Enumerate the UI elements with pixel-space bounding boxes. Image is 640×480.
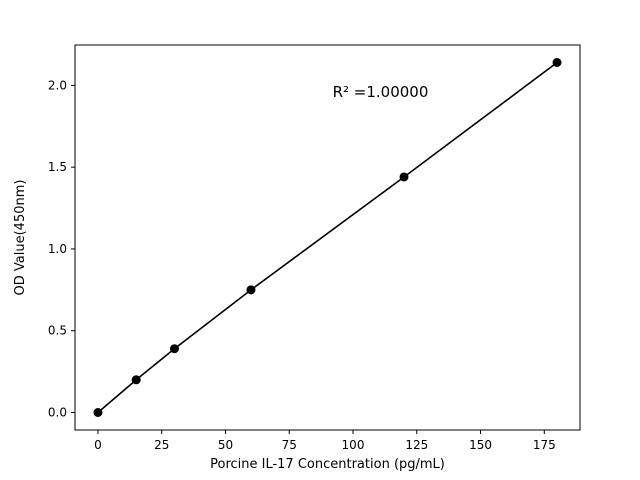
data-point: [552, 58, 562, 67]
x-tick-label: 0: [94, 438, 102, 452]
data-point: [399, 172, 409, 182]
x-axis-label: Porcine IL-17 Concentration (pg/mL): [210, 457, 445, 472]
y-tick-label: 1.5: [48, 160, 67, 174]
x-tick-label: 100: [342, 438, 365, 452]
data-point: [169, 344, 179, 354]
x-tick-label: 175: [533, 438, 556, 452]
y-tick-label: 2.0: [48, 78, 67, 92]
y-tick-label: 0.5: [48, 324, 67, 338]
r-squared-annotation: R² =1.00000: [333, 83, 429, 101]
x-tick-label: 25: [154, 438, 169, 452]
x-tick-label: 50: [218, 438, 233, 452]
data-point: [93, 408, 103, 417]
x-tick-label: 125: [405, 438, 428, 452]
data-point: [246, 285, 256, 295]
plot-border: [74, 44, 581, 431]
data-point: [131, 375, 141, 385]
trend-line: [97, 61, 558, 414]
y-axis-label: OD Value(450nm): [13, 180, 28, 296]
x-tick-label: 75: [282, 438, 297, 452]
y-tick-label: 0.0: [48, 406, 67, 420]
y-tick-label: 1.0: [48, 242, 67, 256]
x-tick-label: 150: [469, 438, 492, 452]
